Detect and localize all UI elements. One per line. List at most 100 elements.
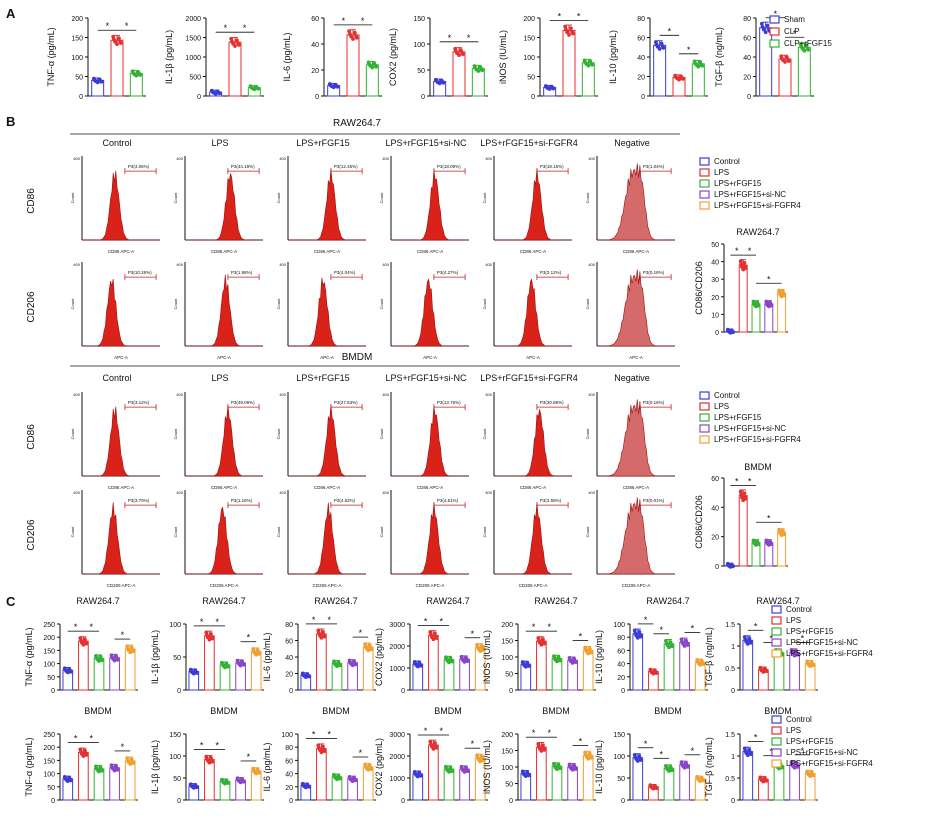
gate-label: P3(1.04%) bbox=[643, 164, 665, 169]
flow-histogram-panel: 400 Count P3(12.45%) CD86 APC-A bbox=[276, 156, 366, 254]
bar bbox=[679, 641, 690, 691]
histogram bbox=[185, 404, 263, 477]
legend-swatch bbox=[771, 737, 782, 746]
data-point bbox=[748, 750, 753, 755]
significance-star: * bbox=[448, 33, 452, 43]
legend-swatch bbox=[699, 413, 710, 422]
count-label: Count bbox=[585, 428, 590, 440]
significance-star: * bbox=[359, 748, 363, 758]
panel-c-chart: 0 1000 2000 3000 COX2 (pg/mL) * * * bbox=[374, 726, 488, 805]
data-point bbox=[479, 67, 484, 72]
data-point bbox=[236, 660, 240, 665]
y-tick-label: 400 bbox=[588, 262, 595, 267]
count-label: Count bbox=[482, 526, 487, 538]
legend-label: Control bbox=[714, 391, 740, 400]
data-point bbox=[805, 661, 810, 666]
significance-star: * bbox=[224, 23, 228, 33]
y-tick-label: 0.5 bbox=[725, 666, 735, 673]
data-point bbox=[544, 85, 549, 89]
data-point bbox=[695, 659, 700, 664]
data-point bbox=[351, 37, 355, 41]
y-tick-label: 40 bbox=[311, 42, 319, 49]
bar bbox=[653, 44, 667, 97]
y-tick-label: 100 bbox=[43, 772, 55, 779]
y-axis-label: TNF-α (pg/mL) bbox=[24, 627, 34, 686]
data-point bbox=[63, 776, 68, 781]
panel-c-chart-title: BMDM bbox=[434, 706, 462, 716]
significance-star: * bbox=[659, 625, 663, 635]
y-tick-label: 150 bbox=[613, 732, 625, 739]
gate-label: P3(0.01%) bbox=[643, 498, 665, 503]
y-tick-label: 0 bbox=[315, 94, 319, 101]
x-axis-label: APC-A bbox=[114, 355, 128, 360]
y-tick-label: 1000 bbox=[389, 666, 405, 673]
data-point bbox=[328, 83, 333, 88]
data-point bbox=[236, 41, 241, 46]
y-tick-label: 400 bbox=[279, 392, 286, 397]
legend-swatch bbox=[769, 27, 780, 36]
data-point bbox=[764, 540, 769, 544]
y-tick-label: 0.5 bbox=[725, 776, 735, 783]
bar bbox=[365, 64, 379, 97]
y-tick-label: 60 bbox=[617, 648, 625, 655]
bar bbox=[78, 751, 89, 801]
bar bbox=[109, 767, 120, 801]
gate-label: P3(3.12%) bbox=[128, 400, 150, 405]
data-point bbox=[216, 90, 221, 95]
y-tick-label: 50 bbox=[505, 672, 513, 679]
x-axis-label: CD86 APC-A bbox=[211, 485, 237, 490]
data-point bbox=[99, 657, 104, 662]
bar bbox=[759, 27, 773, 97]
y-tick-label: 10 bbox=[711, 312, 719, 319]
data-point bbox=[583, 752, 588, 757]
y-tick-label: 400 bbox=[588, 156, 595, 161]
panel-c-chart-title: RAW264.7 bbox=[202, 596, 245, 606]
data-point bbox=[569, 26, 573, 31]
panel-c-chart: 0 50 100 150 200 iNOS (IU/mL) * * * bbox=[482, 622, 596, 695]
legend-label: LPS+rFGF15 bbox=[786, 627, 834, 636]
y-tick-label: 400 bbox=[382, 490, 389, 495]
data-point bbox=[431, 637, 436, 642]
data-point bbox=[748, 639, 753, 644]
data-point bbox=[256, 650, 261, 655]
data-point bbox=[92, 78, 97, 82]
data-point bbox=[210, 89, 215, 94]
y-tick-label: 400 bbox=[279, 490, 286, 495]
legend-swatch bbox=[699, 424, 710, 433]
bar bbox=[250, 651, 262, 691]
raw-section-title: RAW264.7 bbox=[333, 118, 381, 129]
legend-swatch bbox=[699, 168, 710, 177]
y-tick-label: 0 bbox=[531, 94, 535, 101]
y-tick-label: 60 bbox=[637, 36, 645, 43]
y-tick-label: 100 bbox=[613, 622, 625, 629]
y-tick-label: 0 bbox=[621, 688, 625, 695]
significance-star: * bbox=[687, 45, 691, 55]
significance-star: * bbox=[754, 733, 758, 743]
bmdm-condition-header: Control bbox=[102, 373, 131, 383]
y-tick-label: 250 bbox=[43, 622, 55, 629]
legend-swatch bbox=[771, 715, 782, 724]
bar bbox=[778, 58, 792, 97]
y-tick-label: 80 bbox=[617, 635, 625, 642]
gate-label: P3(10.26%) bbox=[128, 270, 152, 275]
data-point bbox=[573, 765, 578, 770]
data-point bbox=[478, 649, 483, 653]
y-axis-label: IL-6 (pg/mL) bbox=[282, 32, 292, 81]
significance-star: * bbox=[424, 616, 428, 626]
y-tick-label: 0 bbox=[177, 798, 181, 805]
data-point bbox=[319, 750, 324, 755]
raw-condition-header: LPS+rFGF15+si-NC bbox=[385, 138, 467, 148]
significance-star: * bbox=[243, 23, 247, 33]
count-label: Count bbox=[276, 526, 281, 538]
count-label: Count bbox=[70, 428, 75, 440]
bar bbox=[789, 652, 800, 691]
panel-a-legend: Sham CLP CLP+rFGF15 bbox=[769, 15, 832, 48]
significance-star: * bbox=[106, 21, 110, 31]
y-tick-label: 50 bbox=[617, 776, 625, 783]
gate-label: P3(4.27%) bbox=[437, 270, 459, 275]
data-point bbox=[251, 768, 256, 773]
panel-c-legend: Control LPS LPS+rFGF15 LPS+rFGF15+si-NC LPS+… bbox=[771, 715, 873, 768]
data-point bbox=[673, 75, 678, 79]
data-point bbox=[331, 85, 336, 90]
data-point bbox=[648, 784, 653, 789]
